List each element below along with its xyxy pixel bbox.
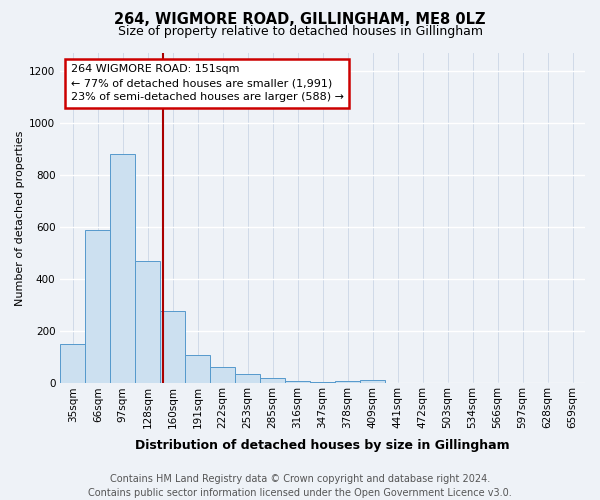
- Bar: [210, 366, 235, 384]
- Bar: [360, 380, 385, 384]
- Bar: [260, 378, 285, 384]
- Bar: [310, 382, 335, 384]
- Bar: [285, 381, 310, 384]
- Bar: [335, 381, 360, 384]
- X-axis label: Distribution of detached houses by size in Gillingham: Distribution of detached houses by size …: [136, 440, 510, 452]
- Text: 264 WIGMORE ROAD: 151sqm
← 77% of detached houses are smaller (1,991)
23% of sem: 264 WIGMORE ROAD: 151sqm ← 77% of detach…: [71, 64, 344, 102]
- Text: Size of property relative to detached houses in Gillingham: Size of property relative to detached ho…: [118, 25, 482, 38]
- Text: 264, WIGMORE ROAD, GILLINGHAM, ME8 0LZ: 264, WIGMORE ROAD, GILLINGHAM, ME8 0LZ: [114, 12, 486, 26]
- Bar: [235, 374, 260, 384]
- Bar: [60, 344, 85, 384]
- Bar: [85, 230, 110, 384]
- Bar: [160, 310, 185, 384]
- Bar: [135, 261, 160, 384]
- Bar: [185, 355, 210, 384]
- Bar: [110, 154, 135, 384]
- Text: Contains HM Land Registry data © Crown copyright and database right 2024.
Contai: Contains HM Land Registry data © Crown c…: [88, 474, 512, 498]
- Y-axis label: Number of detached properties: Number of detached properties: [15, 130, 25, 306]
